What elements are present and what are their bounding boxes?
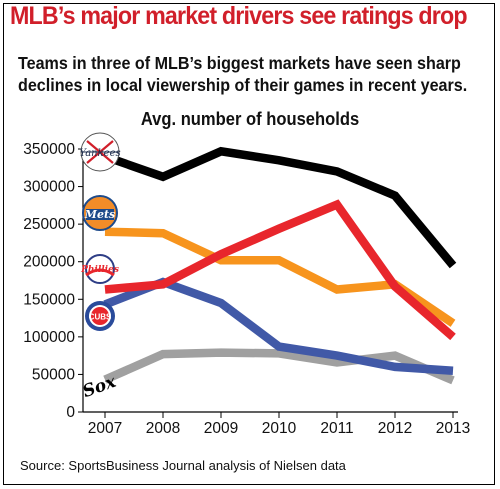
chart-axes: 0 50000 100000 150000 200000 250000 300000 3500…: [23, 141, 470, 437]
mets-logo-text: Mets: [84, 208, 115, 221]
headline: MLB’s major market drivers see ratings d…: [10, 2, 468, 30]
cubs-logo-text: CUBS: [89, 313, 112, 322]
chart-series: [103, 146, 457, 385]
series-line-mets: [104, 227, 456, 327]
team-logos: Yankees Mets Phillies CUBS Sox: [79, 132, 121, 402]
y-tick-label: 250000: [23, 216, 75, 233]
x-tick-label: 2010: [262, 420, 297, 437]
y-tick-label: 50000: [32, 366, 75, 383]
yankees-logo-text: Yankees: [79, 148, 120, 159]
x-tick-label: 2007: [88, 420, 122, 437]
series-line-white-sox: [103, 348, 455, 385]
phillies-logo-text: Phillies: [80, 265, 119, 275]
source-note: Source: SportsBusiness Journal analysis …: [20, 458, 346, 473]
series-line-phillies: [104, 199, 456, 341]
x-tick-label: 2008: [146, 420, 180, 437]
x-tick-label: 2012: [378, 420, 412, 437]
subtitle-line-1: Teams in three of MLB’s biggest markets …: [18, 53, 461, 73]
subtitle: Teams in three of MLB’s biggest markets …: [18, 52, 468, 96]
yankees-logo-icon: Yankees: [79, 132, 121, 172]
series-line-yankees: [103, 146, 457, 269]
chart-title: Avg. number of households: [140, 109, 360, 129]
y-tick-label: 300000: [23, 179, 75, 196]
y-tick-label: 100000: [23, 329, 75, 346]
x-tick-label: 2013: [436, 420, 470, 437]
y-tick-label: 0: [66, 404, 75, 421]
x-tick-label: 2011: [320, 420, 353, 437]
subtitle-line-2: declines in local viewership of their ga…: [18, 75, 468, 95]
y-tick-label: 150000: [23, 291, 75, 308]
y-tick-label: 200000: [23, 254, 75, 271]
y-tick-label: 350000: [23, 141, 75, 158]
cubs-logo-icon: CUBS: [85, 301, 115, 331]
mets-logo-icon: Mets: [82, 195, 118, 231]
x-tick-label: 2009: [204, 420, 238, 437]
phillies-logo-icon: Phillies: [80, 254, 119, 284]
